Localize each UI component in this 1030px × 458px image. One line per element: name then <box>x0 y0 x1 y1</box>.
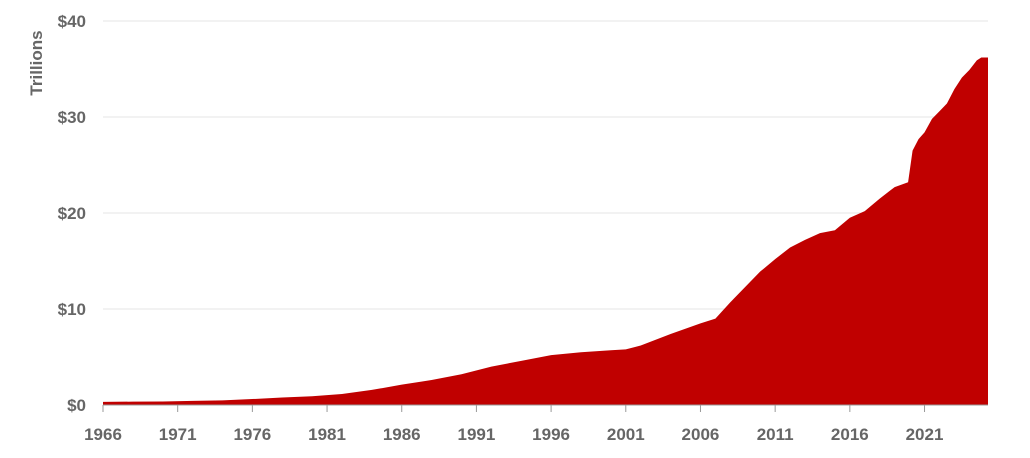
x-tick-label: 1976 <box>233 425 271 444</box>
y-tick-label: $40 <box>58 12 86 31</box>
x-tick-label: 2006 <box>682 425 720 444</box>
x-tick-label: 2016 <box>831 425 869 444</box>
y-axis-label: Trillions <box>27 30 46 95</box>
x-tick-label: 2021 <box>906 425 944 444</box>
x-tick-label: 1996 <box>532 425 570 444</box>
x-tick-label: 2001 <box>607 425 645 444</box>
y-tick-label: $10 <box>58 300 86 319</box>
x-tick-label: 1991 <box>458 425 496 444</box>
x-tick-label: 2011 <box>757 425 794 444</box>
y-tick-label: $20 <box>58 204 86 223</box>
plot-area <box>103 57 988 405</box>
y-tick-label: $0 <box>67 396 86 415</box>
x-tick-label: 1981 <box>308 425 346 444</box>
x-tick-label: 1986 <box>383 425 421 444</box>
y-tick-label: $30 <box>58 108 86 127</box>
x-tick-label: 1966 <box>84 425 122 444</box>
debt-area-series <box>103 57 988 405</box>
axes: $0 $10 $20 $30 $40 1966 1971 1976 1981 1986 1991 19… <box>58 12 988 444</box>
x-tick-label: 1971 <box>159 425 197 444</box>
